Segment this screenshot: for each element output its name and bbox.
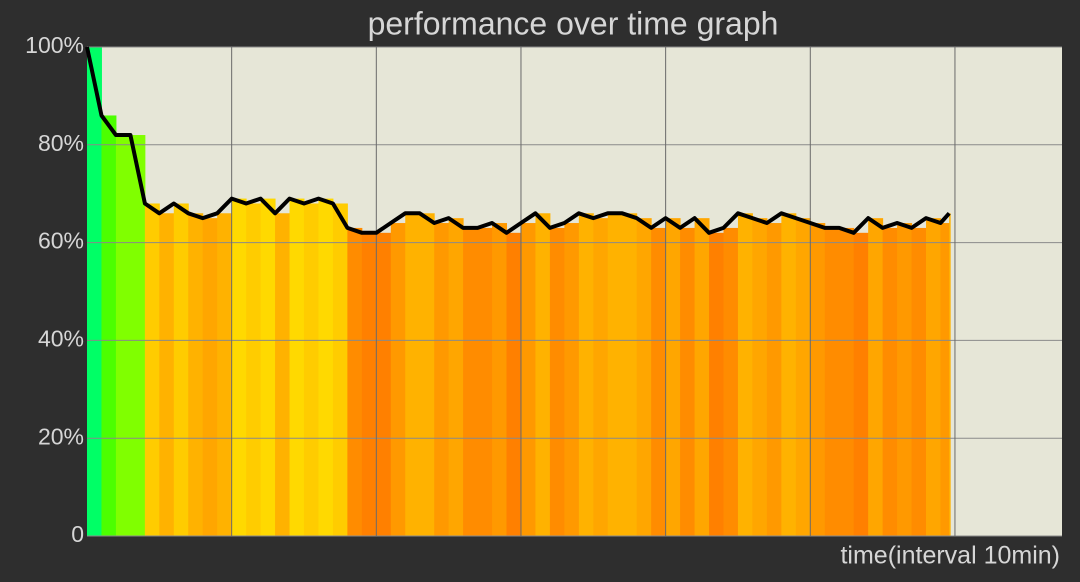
area-column [810, 223, 826, 537]
area-column [318, 198, 334, 536]
area-column [173, 203, 189, 537]
area-column [101, 115, 117, 537]
area-column [926, 218, 941, 536]
area-column [448, 218, 464, 536]
area-column [607, 213, 623, 536]
y-tick-label: 100% [25, 32, 84, 58]
area-column [622, 213, 638, 536]
area-column [419, 213, 435, 536]
area-column [520, 223, 536, 537]
area-column [87, 47, 102, 536]
area-column [853, 232, 869, 536]
area-column [949, 213, 951, 536]
area-column [188, 213, 204, 536]
area-column [361, 232, 377, 536]
area-column [709, 232, 724, 536]
area-column [376, 232, 392, 536]
area-column [737, 213, 753, 536]
area-column [289, 198, 305, 536]
area-column [159, 213, 175, 536]
area-column [651, 227, 667, 536]
x-axis-label: time(interval 10min) [840, 542, 1060, 570]
area-column [882, 227, 898, 536]
area-column [680, 227, 696, 536]
area-column [781, 213, 797, 536]
area-column [665, 218, 681, 536]
area-column [911, 227, 927, 536]
area-column [795, 218, 811, 536]
area-column [824, 227, 840, 536]
area-column [593, 218, 609, 536]
area-column [260, 198, 276, 536]
area-column [694, 218, 710, 536]
area-column [347, 227, 363, 536]
y-tick-label: 80% [38, 130, 84, 156]
area-column [332, 203, 348, 537]
area-column [390, 223, 406, 537]
area-column [506, 232, 522, 536]
area-column [130, 135, 146, 536]
area-column [492, 223, 508, 537]
area-column [752, 218, 768, 536]
area-column [868, 218, 884, 536]
area-column [564, 223, 580, 537]
area-column [535, 213, 551, 536]
area-column [723, 227, 739, 536]
y-tick-label: 0 [71, 521, 84, 547]
area-column [897, 223, 913, 537]
area-column [144, 203, 160, 537]
area-column [463, 227, 479, 536]
chart-title: performance over time graph [368, 5, 779, 41]
area-column [839, 227, 855, 536]
area-column [246, 203, 262, 537]
area-column [477, 227, 493, 536]
area-column [578, 213, 594, 536]
area-column [434, 223, 450, 537]
area-column [766, 223, 782, 537]
area-column [549, 227, 565, 536]
area-column [940, 223, 950, 537]
area-column [636, 218, 652, 536]
area-column [303, 203, 319, 537]
area-column [405, 213, 421, 536]
y-tick-label: 60% [38, 228, 84, 254]
area-column [217, 213, 233, 536]
area-column [115, 135, 131, 536]
area-column [275, 213, 291, 536]
y-tick-label: 20% [38, 423, 84, 449]
performance-line [85, 46, 951, 235]
area-column [231, 198, 247, 536]
y-tick-label: 40% [38, 325, 84, 351]
area-column [202, 218, 218, 536]
